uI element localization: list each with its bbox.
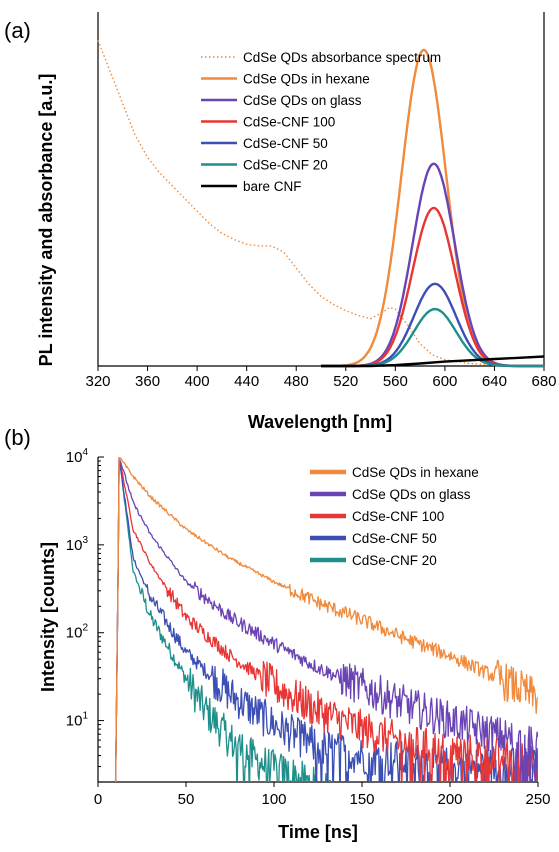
panel-a-legend-label: CdSe QDs in hexane	[243, 72, 370, 87]
panel-a-plot-area: 320 360 400 440 480 520 560 600 640 680	[85, 12, 557, 390]
panel-b-x-tick-label: 50	[178, 791, 195, 808]
panel-b-x-tick-label: 150	[349, 791, 374, 808]
panel-a-legend-label: CdSe-CNF 50	[243, 136, 328, 151]
panel-b-legend-label: CdSe QDs in hexane	[352, 465, 479, 480]
panel-a-x-tick-label: 440	[234, 373, 259, 390]
panel-a-series-cdse-qds-absorbance-spectrum	[97, 40, 544, 367]
panel-a-x-tick-label: 480	[284, 373, 309, 390]
panel-a-legend-label: CdSe-CNF 100	[243, 115, 335, 130]
panel-b-legend-label: CdSe-CNF 50	[352, 531, 437, 546]
panel-a-series-cdse-cnf-100	[321, 206, 544, 368]
panel-a-legend-label: bare CNF	[243, 179, 302, 194]
panel-a-x-tick-label: 640	[482, 373, 507, 390]
panel-b-legend-label: CdSe-CNF 20	[352, 553, 437, 568]
panel-b-series-cdse-cnf-20	[114, 457, 332, 782]
panel-b: (b) Intensity [counts] Time [ns] 0 50 100 1…	[4, 425, 551, 842]
panel-b-series-cdse-cnf-100	[114, 457, 538, 782]
panel-a-x-tick-label: 680	[531, 373, 556, 390]
panel-b-plot-area: 0 50 100 150 200 250 101 102 103 104	[66, 447, 551, 808]
panel-b-y-tick-label: 104	[66, 447, 89, 466]
panel-b-x-tick-label: 0	[94, 791, 102, 808]
panel-b-x-tick-label: 250	[525, 791, 550, 808]
panel-b-legend: CdSe QDs in hexane CdSe QDs on glass CdSe-…	[310, 465, 479, 568]
panel-a-legend-label: CdSe QDs on glass	[243, 93, 362, 108]
panel-a-label: (a)	[4, 18, 31, 43]
panel-a-x-axis-title: Wavelength [nm]	[248, 412, 392, 432]
panel-b-x-tick-label: 100	[261, 791, 286, 808]
panel-a-legend-label: CdSe QDs absorbance spectrum	[243, 50, 441, 65]
panel-a: (a) PL intensity and absorbance [a.u.] W…	[4, 12, 557, 432]
panel-a-y-axis-title: PL intensity and absorbance [a.u.]	[36, 74, 56, 367]
panel-b-series-cdse-cnf-50	[114, 457, 538, 782]
panel-b-x-axis-title: Time [ns]	[278, 822, 358, 842]
panel-b-series-cdse-qds-on-glass	[114, 458, 538, 782]
panel-a-series-cdse-cnf-50	[321, 282, 544, 368]
panel-b-y-tick-label: 103	[66, 535, 89, 554]
panel-b-y-tick-label: 101	[66, 711, 89, 730]
panel-a-x-tick-label: 560	[383, 373, 408, 390]
panel-b-series-cdse-qds-in-hexane	[114, 457, 538, 782]
panel-a-legend: CdSe QDs absorbance spectrum CdSe QDs in …	[201, 50, 441, 194]
panel-b-legend-label: CdSe QDs on glass	[352, 487, 471, 502]
panel-b-x-tick-label: 200	[437, 791, 462, 808]
panel-a-x-tick-label: 600	[432, 373, 457, 390]
panel-a-series-cdse-qds-on-glass	[321, 162, 544, 368]
panel-b-y-axis-title: Intensity [counts]	[38, 542, 58, 692]
panel-b-label: (b)	[4, 425, 31, 450]
panel-a-x-tick-label: 400	[185, 373, 210, 390]
panel-a-x-tick-label: 520	[333, 373, 358, 390]
panel-a-x-tick-label: 360	[135, 373, 160, 390]
panel-a-x-tick-label: 320	[85, 373, 110, 390]
panel-a-legend-label: CdSe-CNF 20	[243, 158, 328, 173]
panel-b-legend-label: CdSe-CNF 100	[352, 509, 444, 524]
panel-a-series-bare-cnf	[321, 355, 545, 368]
panel-b-y-tick-label: 102	[66, 623, 89, 642]
